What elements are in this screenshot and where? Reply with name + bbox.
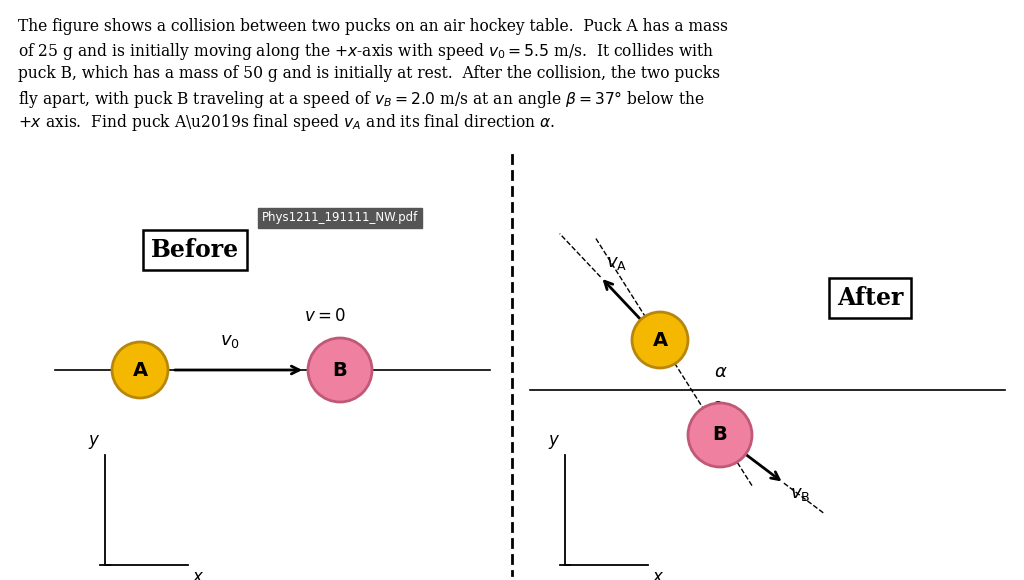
Text: $v = 0$: $v = 0$ — [304, 308, 346, 325]
Text: $+x$ axis.  Find puck A\u2019s final speed $v_A$ and its final direction $\alpha: $+x$ axis. Find puck A\u2019s final spee… — [18, 112, 555, 133]
Circle shape — [308, 338, 372, 402]
Text: B: B — [713, 426, 727, 444]
Text: $v_\mathrm{A}$: $v_\mathrm{A}$ — [605, 254, 627, 272]
Text: $y$: $y$ — [548, 433, 560, 451]
Text: $v_0$: $v_0$ — [220, 332, 240, 350]
Text: Before: Before — [151, 238, 239, 262]
Text: A: A — [132, 361, 147, 379]
Text: $v_\mathrm{B}$: $v_\mathrm{B}$ — [790, 485, 810, 503]
Text: $\beta$: $\beta$ — [710, 399, 723, 421]
Text: The figure shows a collision between two pucks on an air hockey table.  Puck A h: The figure shows a collision between two… — [18, 18, 728, 35]
Text: $x$: $x$ — [193, 569, 205, 580]
Text: fly apart, with puck B traveling at a speed of $v_B = 2.0$ m/s at an angle $\bet: fly apart, with puck B traveling at a sp… — [18, 89, 705, 110]
Text: After: After — [837, 286, 903, 310]
Text: $x$: $x$ — [652, 569, 665, 580]
Circle shape — [688, 403, 752, 467]
Text: B: B — [333, 361, 347, 379]
Circle shape — [632, 312, 688, 368]
Circle shape — [112, 342, 168, 398]
Text: $y$: $y$ — [87, 433, 100, 451]
Text: of 25 g and is initially moving along the $+x$-axis with speed $v_0 = 5.5$ m/s. : of 25 g and is initially moving along th… — [18, 42, 714, 63]
Text: A: A — [652, 331, 668, 350]
Text: puck B, which has a mass of 50 g and is initially at rest.  After the collision,: puck B, which has a mass of 50 g and is … — [18, 65, 720, 82]
Text: Phys1211_191111_NW.pdf: Phys1211_191111_NW.pdf — [262, 212, 418, 224]
Text: $\alpha$: $\alpha$ — [714, 363, 727, 381]
